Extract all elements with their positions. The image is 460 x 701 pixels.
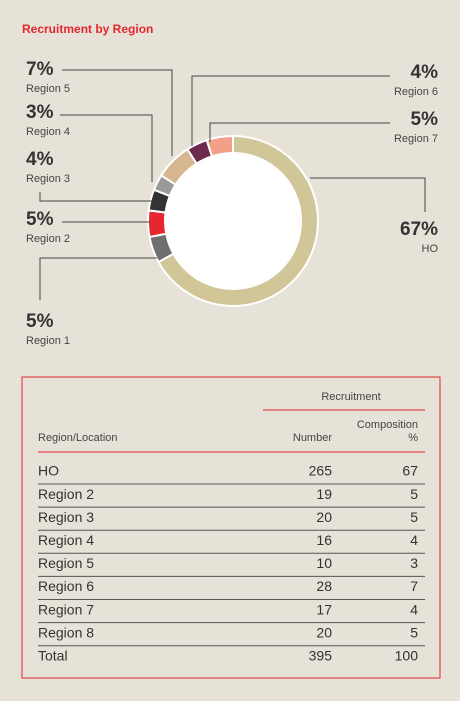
- row-label: HO: [38, 463, 59, 479]
- cell: 4: [410, 601, 418, 617]
- cell: 265: [309, 463, 333, 479]
- cell: 4: [410, 532, 418, 548]
- row-label: Region 3: [38, 509, 94, 525]
- value-label: 5%: [26, 209, 54, 230]
- cell: 19: [316, 486, 332, 502]
- callout-line: [39, 192, 152, 202]
- donut-segment: [205, 134, 234, 158]
- category-label: Region 1: [26, 335, 70, 347]
- value-label: 7%: [26, 59, 54, 80]
- column-header: %: [408, 432, 418, 444]
- cell: 5: [410, 624, 418, 640]
- value-label: 5%: [26, 311, 54, 332]
- row-label: Region 7: [38, 601, 94, 617]
- cell: 395: [309, 648, 333, 664]
- category-label: Region 3: [26, 173, 70, 185]
- cell: 5: [410, 509, 418, 525]
- category-label: HO: [422, 243, 439, 255]
- callout-line: [39, 257, 157, 300]
- column-header: Region/Location: [38, 432, 118, 444]
- row-label: Region 4: [38, 532, 94, 548]
- value-label: 5%: [411, 109, 439, 130]
- row-label: Region 8: [38, 624, 94, 640]
- row-label: Region 6: [38, 578, 94, 594]
- row-label: Region 5: [38, 555, 94, 571]
- cell: 7: [410, 578, 418, 594]
- callout-line: [60, 114, 153, 182]
- category-label: Region 6: [394, 86, 438, 98]
- cell: 16: [316, 532, 332, 548]
- value-label: 4%: [26, 149, 54, 170]
- donut-segment: [157, 134, 319, 307]
- value-label: 4%: [411, 62, 439, 83]
- cell: 100: [395, 648, 419, 664]
- table-frame: [21, 376, 441, 679]
- cell: 20: [316, 509, 332, 525]
- cell: 17: [316, 601, 332, 617]
- callout-line: [209, 122, 390, 142]
- row-label: Total: [38, 648, 68, 664]
- donut-hole: [166, 154, 300, 288]
- callout-line: [62, 69, 173, 156]
- callout-line: [310, 177, 426, 212]
- chart-title: Recruitment by Region: [22, 22, 153, 36]
- group-header: Recruitment: [321, 391, 380, 403]
- category-label: Region 5: [26, 83, 70, 95]
- cell: 5: [410, 486, 418, 502]
- category-label: Region 7: [394, 133, 438, 145]
- cell: 28: [316, 578, 332, 594]
- donut-segment: [147, 209, 168, 239]
- category-label: Region 2: [26, 233, 70, 245]
- category-label: Region 4: [26, 126, 70, 138]
- column-header: Number: [293, 432, 332, 444]
- callout-line: [191, 75, 390, 146]
- cell: 67: [402, 463, 418, 479]
- cell: 20: [316, 624, 332, 640]
- value-label: 3%: [26, 102, 54, 123]
- column-header: Composition: [357, 419, 418, 431]
- cell: 10: [316, 555, 332, 571]
- cell: 3: [410, 555, 418, 571]
- value-label: 67%: [400, 219, 438, 240]
- row-label: Region 2: [38, 486, 94, 502]
